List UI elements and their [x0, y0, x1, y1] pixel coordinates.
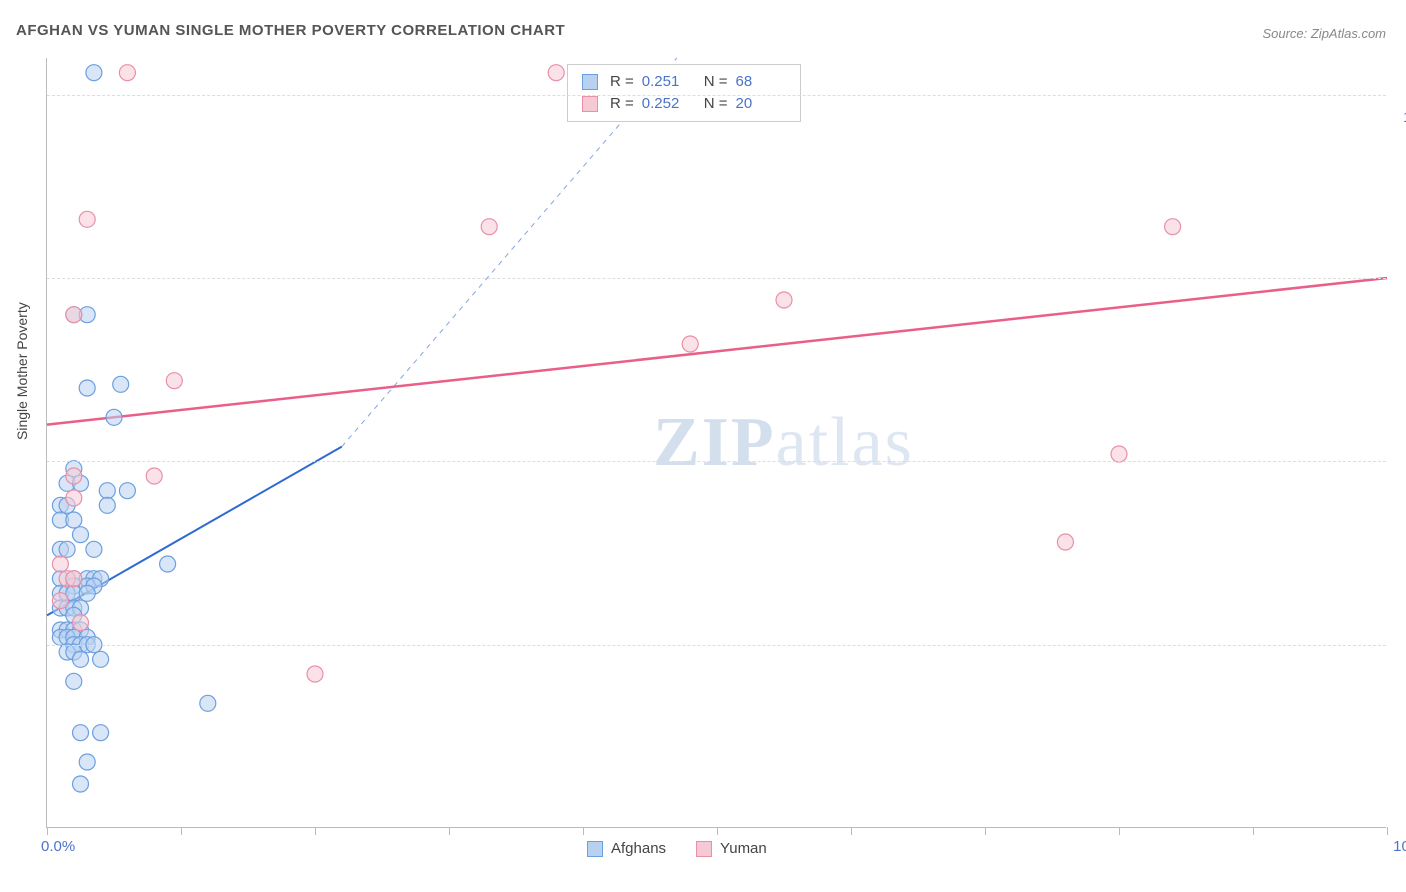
y-axis-label: Single Mother Poverty	[14, 302, 30, 440]
data-point	[52, 556, 68, 572]
data-point	[66, 468, 82, 484]
r-label: R =	[610, 71, 634, 93]
data-point	[66, 307, 82, 323]
data-point	[66, 673, 82, 689]
legend-stats-row-1: R = 0.251 N = 68	[582, 71, 786, 93]
data-point	[160, 556, 176, 572]
data-point	[79, 754, 95, 770]
data-point	[59, 541, 75, 557]
legend-item-yuman: Yuman	[696, 840, 767, 857]
n-value-2: 20	[736, 93, 786, 115]
data-point	[1165, 219, 1181, 235]
swatch-yuman-icon	[582, 96, 598, 112]
data-point	[79, 211, 95, 227]
legend-label-yuman: Yuman	[720, 840, 767, 857]
data-point	[99, 483, 115, 499]
legend-series: Afghans Yuman	[587, 840, 767, 857]
r-value-2: 0.252	[642, 93, 692, 115]
data-point	[166, 373, 182, 389]
swatch-yuman-icon	[696, 841, 712, 857]
x-tick	[583, 827, 584, 835]
gridline	[47, 95, 1386, 96]
r-value-1: 0.251	[642, 71, 692, 93]
x-tick	[985, 827, 986, 835]
trend-line	[47, 278, 1387, 425]
data-point	[86, 65, 102, 81]
chart-container: AFGHAN VS YUMAN SINGLE MOTHER POVERTY CO…	[0, 0, 1406, 892]
legend-stats: R = 0.251 N = 68 R = 0.252 N = 20	[567, 64, 801, 122]
data-point	[86, 541, 102, 557]
x-tick	[1387, 827, 1388, 835]
data-point	[99, 497, 115, 513]
data-point	[79, 585, 95, 601]
data-point	[119, 483, 135, 499]
data-point	[73, 725, 89, 741]
n-label-2: N =	[704, 93, 728, 115]
r-label-2: R =	[610, 93, 634, 115]
swatch-afghans-icon	[587, 841, 603, 857]
data-point	[73, 527, 89, 543]
legend-label-afghans: Afghans	[611, 840, 666, 857]
data-point	[66, 490, 82, 506]
data-point	[307, 666, 323, 682]
n-value-1: 68	[736, 71, 786, 93]
data-point	[66, 571, 82, 587]
data-point	[66, 512, 82, 528]
n-label: N =	[704, 71, 728, 93]
legend-item-afghans: Afghans	[587, 840, 666, 857]
plot-svg	[47, 58, 1386, 827]
x-tick	[851, 827, 852, 835]
data-point	[481, 219, 497, 235]
legend-stats-row-2: R = 0.252 N = 20	[582, 93, 786, 115]
x-tick	[449, 827, 450, 835]
x-tick	[181, 827, 182, 835]
data-point	[73, 615, 89, 631]
data-point	[1057, 534, 1073, 550]
data-point	[146, 468, 162, 484]
data-point	[106, 409, 122, 425]
swatch-afghans-icon	[582, 74, 598, 90]
chart-title: AFGHAN VS YUMAN SINGLE MOTHER POVERTY CO…	[16, 22, 565, 39]
data-point	[776, 292, 792, 308]
x-tick-label-right: 100.0%	[1393, 838, 1406, 855]
data-point	[93, 651, 109, 667]
x-tick	[1253, 827, 1254, 835]
gridline	[47, 278, 1386, 279]
data-point	[200, 695, 216, 711]
data-point	[1111, 446, 1127, 462]
x-tick	[315, 827, 316, 835]
data-point	[93, 725, 109, 741]
gridline	[47, 461, 1386, 462]
data-point	[113, 376, 129, 392]
gridline	[47, 645, 1386, 646]
plot-area: ZIPatlas R = 0.251 N = 68 R = 0.252 N = …	[46, 58, 1386, 828]
data-point	[548, 65, 564, 81]
data-point	[52, 593, 68, 609]
x-tick	[717, 827, 718, 835]
data-point	[119, 65, 135, 81]
source-attribution: Source: ZipAtlas.com	[1262, 26, 1386, 41]
x-tick	[1119, 827, 1120, 835]
data-point	[73, 776, 89, 792]
data-point	[73, 651, 89, 667]
x-tick	[47, 827, 48, 835]
data-point	[682, 336, 698, 352]
x-tick-label-left: 0.0%	[41, 838, 75, 855]
data-point	[79, 380, 95, 396]
